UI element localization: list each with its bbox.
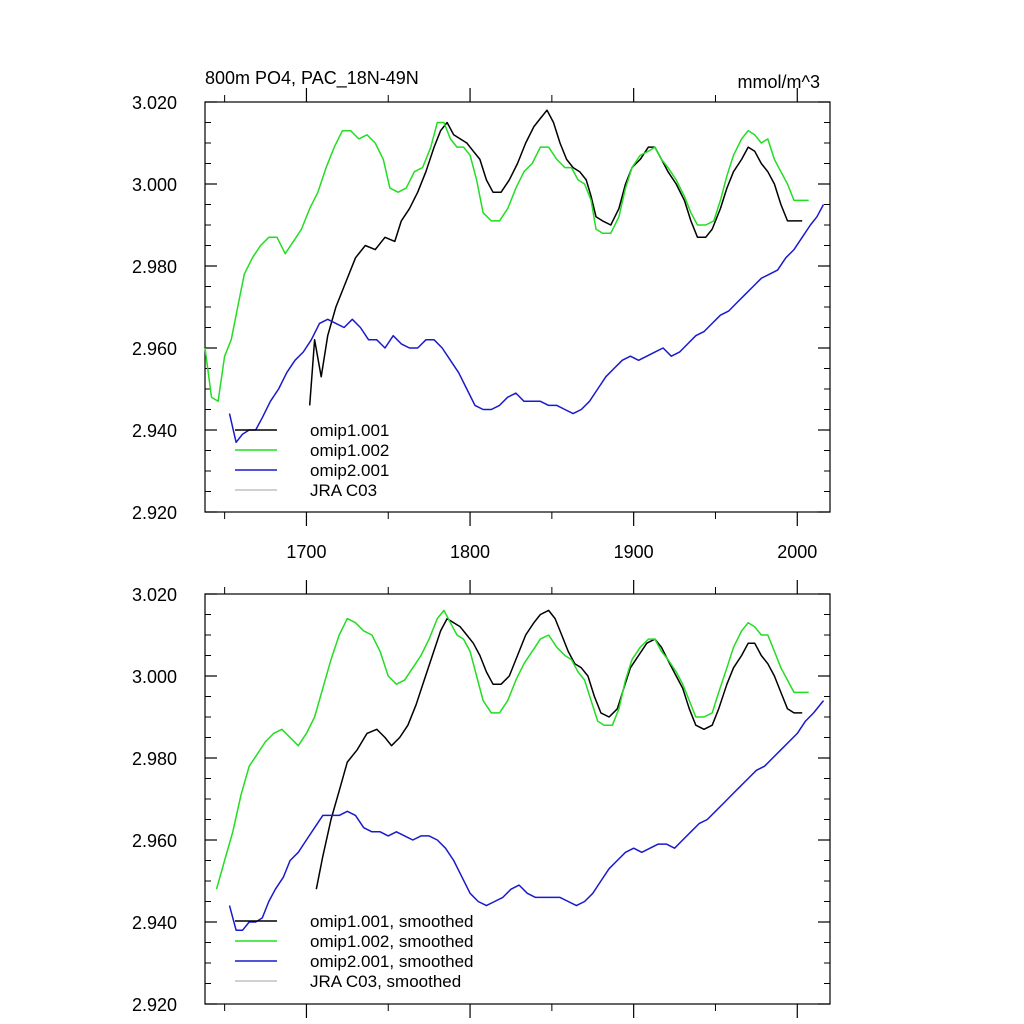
series-line-omip2-001-smoothed (228, 700, 825, 931)
legend-label: omip1.002, smoothed (310, 932, 474, 951)
series-line-omip1-001-smoothed (315, 609, 803, 890)
legend-label: JRA C03, smoothed (310, 972, 461, 991)
y-tick-label: 2.960 (132, 831, 177, 851)
chart-title: 800m PO4, PAC_18N-49N (205, 68, 419, 89)
y-tick-label: 2.920 (132, 503, 177, 523)
y-tick-label: 2.920 (132, 995, 177, 1015)
legend-label: omip2.001, smoothed (310, 952, 474, 971)
y-tick-label: 3.000 (132, 175, 177, 195)
units-label: mmol/m^3 (738, 72, 820, 92)
y-tick-label: 3.020 (132, 93, 177, 113)
y-tick-label: 2.980 (132, 257, 177, 277)
bottom-panel: 2.920 2.940 2.960 2.980 3.000 3.020 omip1.001,… (132, 580, 831, 1018)
legend-label: omip1.002 (310, 441, 389, 460)
legend-label: JRA C03 (310, 481, 377, 500)
series-line-omip1-002-smoothed (215, 609, 809, 890)
y-tick-label: 3.020 (132, 585, 177, 605)
y-tick-label: 2.940 (132, 913, 177, 933)
series-line-omip1-001 (308, 109, 803, 406)
series-line-omip1-002 (204, 121, 809, 403)
x-tick-label: 1800 (450, 542, 490, 562)
series-line-omip2-001 (228, 204, 825, 444)
x-tick-label: 1700 (286, 542, 326, 562)
top-panel: 2.920 2.940 2.960 2.980 3.000 3.020 1700 1800 19… (132, 88, 831, 562)
y-tick-label: 2.960 (132, 339, 177, 359)
y-tick-label: 2.940 (132, 421, 177, 441)
y-tick-label: 2.980 (132, 749, 177, 769)
x-tick-label: 1900 (614, 542, 654, 562)
legend-label: omip1.001 (310, 421, 389, 440)
y-tick-label: 3.000 (132, 667, 177, 687)
legend-label: omip1.001, smoothed (310, 912, 474, 931)
x-tick-label: 2000 (777, 542, 817, 562)
legend-label: omip2.001 (310, 461, 389, 480)
